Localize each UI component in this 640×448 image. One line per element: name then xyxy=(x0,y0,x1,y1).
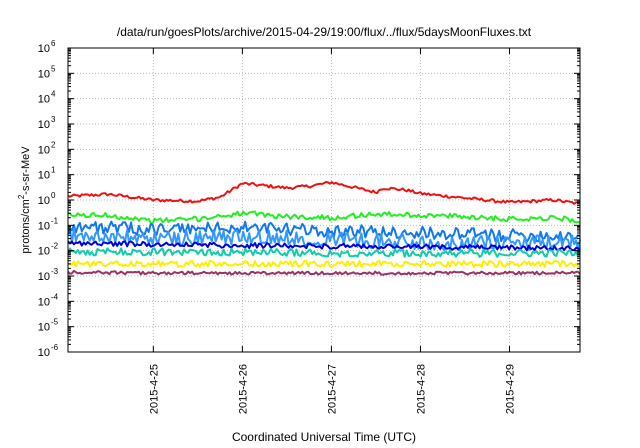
series-line xyxy=(67,220,581,243)
y-tick-label: 102 xyxy=(38,140,56,156)
series-line xyxy=(67,240,581,252)
y-tick-label: 101 xyxy=(38,166,56,182)
x-axis-ticks: 2015-4-25 2015-4-26 2015-4-27 2015-4-28 2015… xyxy=(148,48,517,414)
y-axis-label-main: protons/cm xyxy=(20,199,32,253)
y-tick-label: 10-2 xyxy=(38,242,59,258)
y-tick-exponent: -4 xyxy=(51,292,59,301)
y-tick-exponent: 4 xyxy=(51,90,56,99)
x-tick-label: 2015-4-27 xyxy=(326,364,338,414)
y-tick-exponent: -1 xyxy=(51,216,59,225)
y-tick-exponent: -6 xyxy=(51,343,59,352)
series-line xyxy=(67,181,581,205)
x-tick-label: 2015-4-28 xyxy=(415,364,427,414)
y-tick-exponent: -2 xyxy=(51,242,59,251)
y-tick-exponent: -5 xyxy=(51,318,59,327)
chart-title: /data/run/goesPlots/archive/2015-04-29/1… xyxy=(117,25,532,39)
series-line xyxy=(67,247,581,258)
x-tick-label: 2015-4-26 xyxy=(237,364,249,414)
y-tick-exponent: 1 xyxy=(51,166,56,175)
y-tick-label: 10-1 xyxy=(38,216,59,232)
y-tick-exponent: 0 xyxy=(51,191,56,200)
y-tick-label: 103 xyxy=(38,115,56,131)
x-tick-label: 2015-4-29 xyxy=(505,364,517,414)
y-axis-label-unit: -s-sr-MeV xyxy=(20,146,32,195)
y-tick-label: 105 xyxy=(38,64,56,80)
y-axis-label-exponent: 2 xyxy=(17,194,26,199)
y-tick-label: 10-5 xyxy=(38,318,59,334)
y-tick-exponent: 5 xyxy=(51,64,56,73)
y-tick-exponent: 3 xyxy=(51,115,56,124)
series-line xyxy=(67,259,581,268)
y-tick-label: 104 xyxy=(38,90,56,106)
y-tick-label: 106 xyxy=(38,39,56,55)
y-tick-exponent: 2 xyxy=(51,140,56,149)
y-axis-ticks: 10-610-510-410-310-210-11001011021031041… xyxy=(38,39,580,359)
series-lines xyxy=(67,181,581,276)
y-tick-label: 10-6 xyxy=(38,343,59,359)
x-axis-label: Coordinated Universal Time (UTC) xyxy=(232,430,416,444)
series-line xyxy=(67,210,581,225)
x-tick-label: 2015-4-25 xyxy=(148,364,160,414)
y-axis-label: protons/cm2-s-sr-MeV xyxy=(17,146,32,254)
y-tick-exponent: 6 xyxy=(51,39,56,48)
series-line xyxy=(67,269,581,276)
y-tick-label: 10-3 xyxy=(38,267,59,283)
y-tick-label: 100 xyxy=(38,191,56,207)
y-tick-label: 10-4 xyxy=(38,292,59,308)
y-tick-exponent: -3 xyxy=(51,267,59,276)
